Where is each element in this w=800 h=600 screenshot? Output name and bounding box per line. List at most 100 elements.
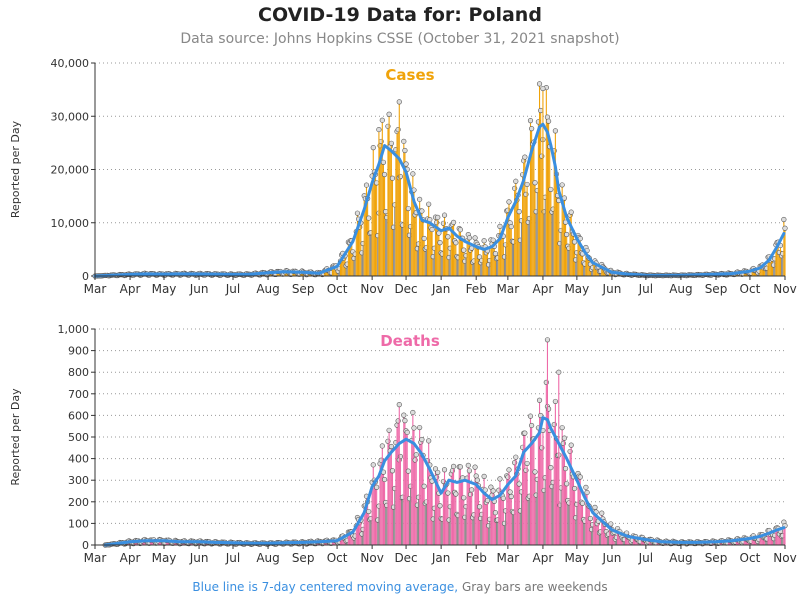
y-tick-label: 10,000 <box>51 217 90 230</box>
daily-point <box>417 424 423 431</box>
x-tick-label: Sep <box>705 282 728 296</box>
x-tick-label: Nov <box>773 282 796 296</box>
daily-point <box>552 398 558 405</box>
x-tick-label: Oct <box>740 551 761 565</box>
daily-point <box>497 476 503 482</box>
x-tick-label: Sep <box>292 551 315 565</box>
daily-bars <box>92 81 788 279</box>
y-tick-label: 500 <box>68 431 89 444</box>
y-tick-label: 0 <box>82 539 89 552</box>
daily-point <box>450 463 457 469</box>
daily-point <box>402 147 408 154</box>
daily-point <box>410 409 416 416</box>
daily-point <box>527 117 534 124</box>
y-tick-label: 600 <box>68 409 89 422</box>
daily-point <box>506 199 512 205</box>
daily-point <box>410 171 416 177</box>
x-tick-label: Aug <box>256 551 279 565</box>
y-tick-label: 30,000 <box>51 110 90 123</box>
daily-point <box>516 209 522 215</box>
panel-title: Cases <box>385 66 434 84</box>
daily-point <box>445 234 451 240</box>
daily-point <box>492 251 499 257</box>
daily-point <box>403 161 409 167</box>
daily-point <box>472 464 478 470</box>
y-tick-label: 200 <box>68 496 89 509</box>
x-tick-label: May <box>152 282 177 296</box>
daily-point <box>507 489 513 495</box>
daily-point <box>435 469 441 476</box>
daily-point <box>527 413 534 419</box>
daily-point <box>572 485 578 492</box>
daily-point <box>386 427 392 433</box>
chart-footnote: Blue line is 7-day centered moving avera… <box>0 580 800 594</box>
daily-point <box>426 438 432 444</box>
x-tick-label: Mar <box>84 551 107 565</box>
daily-point <box>374 180 380 186</box>
y-tick-label: 800 <box>68 366 89 379</box>
x-tick-label: Dec <box>394 282 417 296</box>
x-tick-label: Apr <box>120 551 141 565</box>
moving-average-line <box>93 122 786 278</box>
daily-point <box>379 443 385 449</box>
daily-point <box>381 476 388 483</box>
daily-point <box>513 178 519 184</box>
x-tick-label: Jul <box>225 551 240 565</box>
x-tick-label: May <box>152 551 177 565</box>
daily-point <box>587 515 594 522</box>
daily-point <box>599 510 605 516</box>
x-tick-label: Nov <box>360 282 383 296</box>
daily-point <box>497 223 503 229</box>
daily-point <box>389 175 396 181</box>
chart-subtitle: Data source: Johns Hopkins CSSE (October… <box>180 31 620 47</box>
daily-point <box>568 209 574 215</box>
daily-point <box>488 484 494 490</box>
chart-panel-cases: 0 10,000 20,000 30,000 40,000 Reported per Da… <box>9 57 797 296</box>
daily-point <box>469 487 475 493</box>
daily-point <box>354 210 361 216</box>
x-tick-label: Oct <box>327 282 348 296</box>
x-tick-label: Mar <box>497 551 520 565</box>
chart-panel-deaths: 0 100 200 300 400 500 600 700 800 900 1,000 Reporte… <box>9 323 797 565</box>
daily-point <box>529 126 535 132</box>
daily-point <box>453 240 459 246</box>
x-tick-label: May <box>564 551 589 565</box>
daily-bars <box>102 337 788 548</box>
daily-point <box>516 481 522 487</box>
y-tick-label: 40,000 <box>51 57 90 70</box>
x-tick-label: Jul <box>638 282 653 296</box>
daily-point <box>548 186 554 193</box>
daily-point <box>380 159 387 165</box>
peak-point <box>376 126 382 133</box>
daily-point <box>552 128 558 134</box>
x-tick-label: Apr <box>533 282 554 296</box>
daily-point <box>492 510 499 516</box>
daily-point <box>548 464 554 471</box>
daily-point <box>453 491 459 497</box>
daily-point <box>417 196 423 202</box>
daily-point <box>562 465 569 472</box>
moving-average-line <box>103 416 786 547</box>
daily-point <box>466 235 473 241</box>
daily-point <box>508 493 514 500</box>
panel-title: Deaths <box>380 332 440 350</box>
daily-point <box>381 171 388 178</box>
daily-point <box>445 490 451 496</box>
y-axis-label: Reported per Day <box>9 388 22 486</box>
x-tick-label: Aug <box>669 282 692 296</box>
daily-point <box>568 442 574 448</box>
x-tick-label: Oct <box>740 282 761 296</box>
footnote-moving-average: Blue line is 7-day centered moving avera… <box>192 580 459 594</box>
daily-point <box>572 239 578 245</box>
peak-point <box>396 402 402 408</box>
daily-point <box>484 497 491 504</box>
daily-point <box>366 508 372 515</box>
daily-point <box>579 500 586 506</box>
daily-point <box>536 81 543 87</box>
x-tick-label: Mar <box>497 282 520 296</box>
daily-point <box>457 227 463 233</box>
daily-point <box>481 473 487 479</box>
daily-point <box>522 430 528 436</box>
daily-point <box>536 397 543 403</box>
